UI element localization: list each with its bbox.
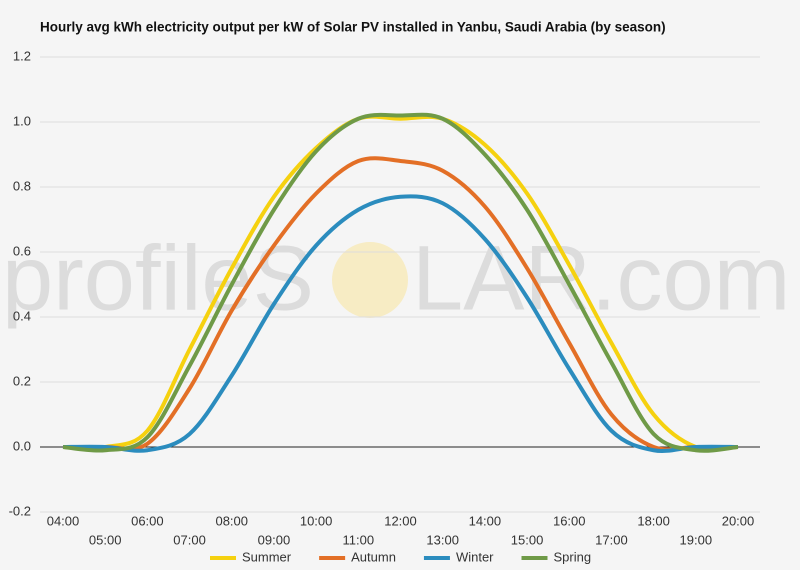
series-line: [62, 194, 739, 453]
x-tick-label: 09:00: [258, 532, 291, 547]
x-tick-label: 11:00: [343, 532, 375, 547]
x-tick-label: 17:00: [595, 532, 628, 547]
x-tick-label: 15:00: [511, 532, 544, 547]
y-tick-label: 1.0: [13, 113, 31, 128]
series-line: [62, 156, 738, 452]
y-tick-label: -0.2: [9, 503, 31, 518]
watermark-sun: [332, 242, 408, 318]
x-tick-label: 12:00: [384, 513, 417, 528]
y-tick-label: 0.0: [13, 438, 31, 453]
legend-label: Spring: [554, 549, 592, 564]
legend-label: Winter: [456, 549, 494, 564]
y-tick-label: 0.8: [13, 178, 31, 193]
y-tick-label: 0.6: [13, 243, 31, 258]
x-tick-label: 14:00: [469, 513, 502, 528]
legend-label: Autumn: [351, 549, 396, 564]
watermark: LAR.com: [412, 227, 790, 329]
x-tick-label: 19:00: [680, 532, 713, 547]
legend-label: Summer: [242, 549, 292, 564]
series-line: [62, 114, 739, 452]
y-tick-label: 0.4: [13, 308, 31, 323]
chart-title: Hourly avg kWh electricity output per kW…: [40, 20, 666, 35]
series-line: [62, 112, 739, 453]
x-tick-label: 08:00: [215, 513, 248, 528]
x-tick-label: 13:00: [426, 532, 459, 547]
y-tick-label: 0.2: [13, 373, 31, 388]
x-tick-label: 05:00: [89, 532, 122, 547]
x-tick-label: 18:00: [637, 513, 670, 528]
y-tick-label: 1.2: [13, 48, 31, 63]
x-tick-label: 16:00: [553, 513, 586, 528]
x-tick-label: 20:00: [722, 513, 755, 528]
x-tick-label: 04:00: [47, 513, 80, 528]
x-tick-label: 10:00: [300, 513, 333, 528]
x-tick-label: 06:00: [131, 513, 164, 528]
x-tick-label: 07:00: [173, 532, 206, 547]
watermark: profileS: [2, 227, 314, 329]
